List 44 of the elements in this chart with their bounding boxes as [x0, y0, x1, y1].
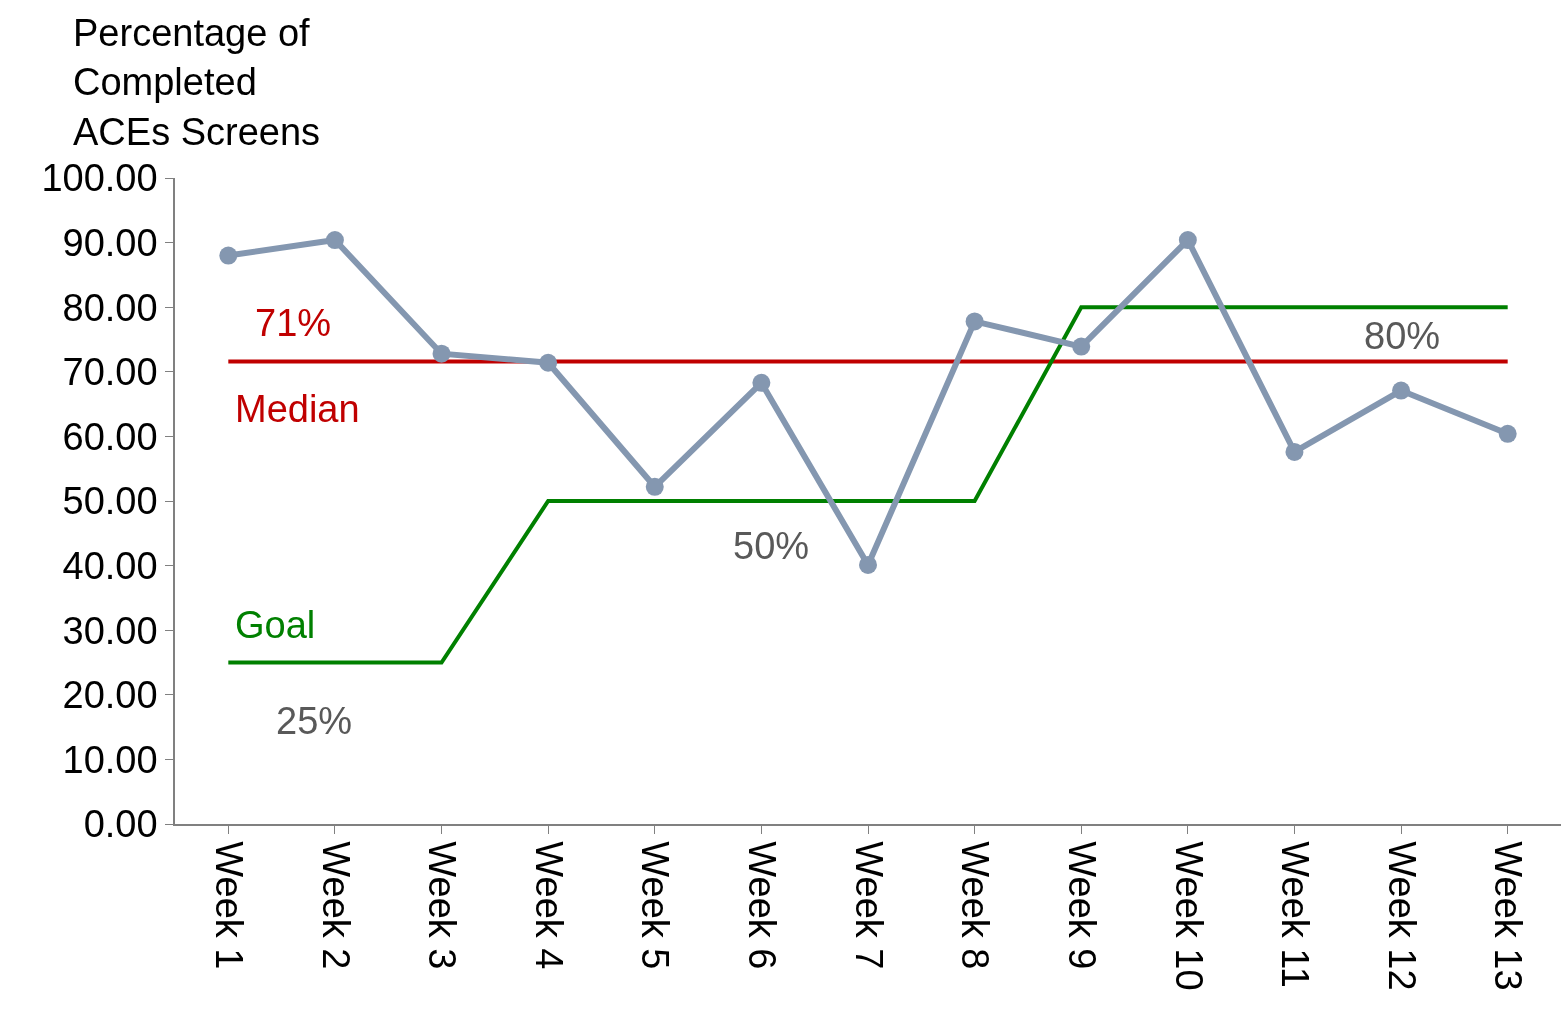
- point: [1498, 424, 1517, 443]
- point: [1072, 337, 1091, 356]
- series-label: Goal: [235, 604, 316, 646]
- x-tick-label: Week 9: [1060, 841, 1103, 970]
- x-tick-label: Week 12: [1380, 841, 1423, 991]
- x-tick-label: Week 2: [314, 841, 357, 970]
- x-tick-label: Week 8: [954, 841, 997, 970]
- point: [645, 477, 664, 496]
- y-tick-label: 40.00: [62, 544, 158, 587]
- point: [219, 246, 238, 265]
- x-tick-label: Week 11: [1274, 841, 1317, 988]
- x-tick-label: Week 6: [741, 841, 784, 970]
- point: [325, 231, 344, 250]
- x-tick-label: Week 4: [527, 841, 570, 970]
- point: [1178, 231, 1197, 250]
- point: [965, 312, 984, 331]
- y-axis-title: Percentage of Completed ACEs Screens: [73, 12, 321, 153]
- y-tick-label: 30.00: [62, 609, 158, 652]
- point: [752, 373, 771, 392]
- x-tick-label: Week 3: [421, 841, 464, 970]
- series-label: Median: [235, 388, 360, 430]
- y-tick-label: 60.00: [62, 415, 158, 458]
- annotation: 71%: [255, 302, 332, 344]
- point: [432, 344, 451, 363]
- point: [1285, 442, 1304, 461]
- x-tick-label: Week 1: [207, 841, 250, 970]
- point: [859, 555, 877, 574]
- y-tick-label: 80.00: [62, 286, 158, 329]
- x-tick-label: Week 5: [634, 841, 677, 970]
- y-tick-label: 10.00: [62, 738, 158, 781]
- point: [1392, 381, 1411, 400]
- x-tick-label: Week 7: [847, 841, 890, 970]
- x-tick-label: Week 10: [1167, 841, 1210, 991]
- x-tick-label: Week 13: [1487, 841, 1530, 991]
- y-tick-label: 20.00: [62, 674, 158, 717]
- y-tick-label: 90.00: [62, 221, 158, 264]
- point: [539, 353, 558, 372]
- y-tick-label: 70.00: [62, 351, 158, 394]
- y-tick-label: 100.00: [41, 157, 158, 200]
- annotation: 80%: [1364, 315, 1441, 357]
- annotation: 50%: [733, 525, 810, 567]
- annotation: 25%: [276, 700, 353, 742]
- y-tick-label: 0.00: [83, 803, 158, 846]
- y-tick-label: 50.00: [62, 480, 158, 523]
